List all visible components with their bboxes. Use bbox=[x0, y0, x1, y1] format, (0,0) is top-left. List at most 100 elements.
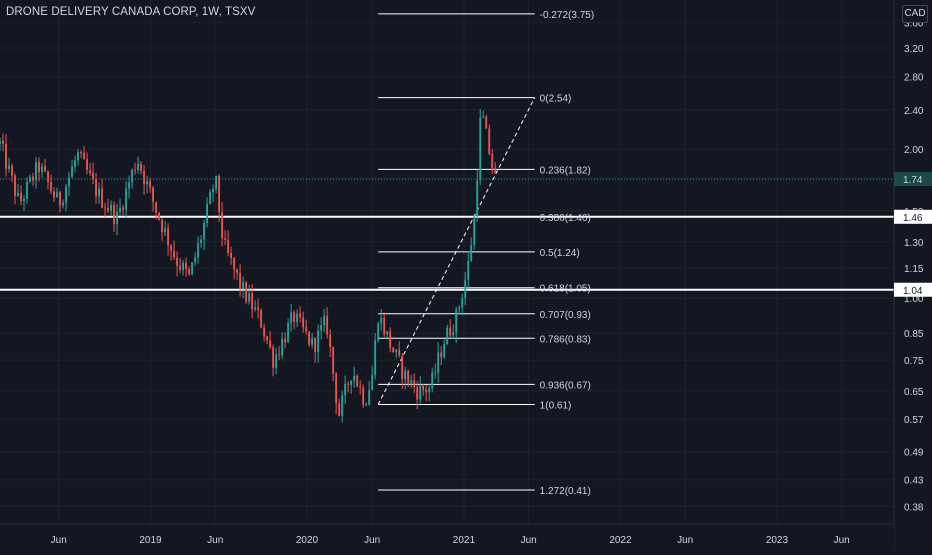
candle-body bbox=[224, 238, 227, 240]
candle-body bbox=[413, 380, 416, 388]
candle-body bbox=[461, 297, 464, 308]
candle-body bbox=[206, 203, 209, 223]
candle-body bbox=[281, 338, 284, 356]
candle-body bbox=[260, 310, 263, 328]
last-price-badge: 1.74 bbox=[903, 175, 923, 186]
candle-body bbox=[422, 385, 425, 390]
candle-body bbox=[455, 309, 458, 333]
candle-body bbox=[173, 250, 176, 258]
candle-body bbox=[59, 192, 61, 206]
candle-body bbox=[35, 161, 37, 181]
fib-level-label: 0.936(0.67) bbox=[540, 380, 591, 391]
candle-body bbox=[404, 370, 407, 379]
candle-body bbox=[209, 192, 212, 204]
candle-body bbox=[347, 383, 350, 385]
fibonacci-retracement[interactable]: -0.272(3.75) 0(2.54) 0.236(1.82) 0.386(1.46… bbox=[377, 10, 594, 497]
candle-body bbox=[200, 239, 203, 244]
candle-body bbox=[212, 188, 215, 193]
candle-body bbox=[332, 346, 335, 374]
currency-badge[interactable]: CAD bbox=[902, 5, 928, 23]
candle-body bbox=[26, 181, 28, 199]
candle-body bbox=[485, 116, 488, 129]
candle-body bbox=[305, 327, 308, 332]
fib-level-label: 1(0.61) bbox=[540, 401, 572, 412]
candle-body bbox=[29, 176, 31, 182]
x-tick-label: 2020 bbox=[296, 535, 319, 546]
candle-body bbox=[164, 228, 167, 233]
y-tick-label: 0.43 bbox=[904, 476, 924, 487]
candle-body bbox=[488, 128, 491, 155]
candle-body bbox=[272, 347, 275, 368]
candle-body bbox=[386, 331, 389, 335]
candle-body bbox=[122, 207, 124, 211]
candle-body bbox=[80, 152, 82, 154]
horizontal-line-badge-bg bbox=[894, 282, 932, 297]
candle-body bbox=[251, 293, 254, 310]
x-tick-label: 2019 bbox=[139, 535, 162, 546]
candle-body bbox=[311, 338, 314, 345]
candle-body bbox=[86, 159, 88, 171]
candle-body bbox=[107, 208, 109, 211]
y-tick-label: 0.65 bbox=[904, 387, 924, 398]
candle-body bbox=[464, 279, 467, 298]
candle-body bbox=[368, 389, 371, 405]
candle-body bbox=[269, 340, 272, 348]
candle-body bbox=[263, 327, 266, 337]
candle-body bbox=[74, 160, 76, 167]
candle-body bbox=[143, 170, 145, 185]
fib-level-label: 0.5(1.24) bbox=[540, 248, 580, 259]
candle-body bbox=[371, 375, 374, 390]
candle-body bbox=[344, 383, 347, 396]
candle-body bbox=[425, 389, 428, 393]
candle-body bbox=[185, 263, 188, 270]
candle-body bbox=[482, 116, 485, 118]
candle-body bbox=[32, 176, 34, 181]
candle-body bbox=[317, 330, 320, 352]
y-tick-label: 2.40 bbox=[904, 106, 924, 117]
y-tick-label: 0.38 bbox=[904, 502, 924, 513]
y-tick-label: 0.75 bbox=[904, 356, 924, 367]
candle-body bbox=[158, 212, 161, 220]
candle-body bbox=[20, 192, 22, 202]
candle-body bbox=[125, 188, 127, 211]
symbol-title[interactable]: DRONE DELIVERY CANADA CORP, 1W, TSXV bbox=[6, 6, 256, 18]
candle-body bbox=[152, 187, 155, 202]
candle-body bbox=[392, 347, 395, 353]
candle-body bbox=[257, 307, 260, 311]
candle-body bbox=[467, 260, 470, 280]
y-tick-label: 0.85 bbox=[904, 329, 924, 340]
candle-body bbox=[350, 380, 353, 385]
candle-body bbox=[389, 331, 392, 348]
candle-body bbox=[380, 317, 383, 324]
candle-body bbox=[128, 182, 130, 189]
candle-body bbox=[479, 117, 482, 181]
grid bbox=[0, 0, 894, 524]
candle-body bbox=[446, 327, 449, 345]
candle-body bbox=[335, 373, 338, 404]
candle-body bbox=[176, 257, 179, 266]
candle-body bbox=[95, 178, 97, 197]
candle-body bbox=[140, 163, 142, 171]
candle-body bbox=[407, 370, 410, 384]
y-tick-label: 2.80 bbox=[904, 73, 924, 84]
candle-body bbox=[113, 204, 115, 225]
candle-body bbox=[23, 198, 25, 202]
x-tick-label: Jun bbox=[677, 535, 693, 546]
candle-body bbox=[230, 252, 233, 258]
candle-body bbox=[314, 338, 317, 352]
candle-body bbox=[353, 375, 356, 381]
candle-body bbox=[419, 385, 422, 400]
y-tick-label: 0.49 bbox=[904, 448, 924, 459]
candle-body bbox=[134, 169, 136, 171]
time-axis-bg bbox=[0, 524, 894, 550]
candle-body bbox=[83, 152, 85, 160]
candle-body bbox=[137, 163, 139, 170]
candle-body bbox=[365, 404, 368, 406]
candle-body bbox=[236, 269, 239, 273]
candle-body bbox=[383, 317, 386, 335]
candle-body bbox=[470, 245, 473, 261]
candle-body bbox=[101, 188, 103, 208]
